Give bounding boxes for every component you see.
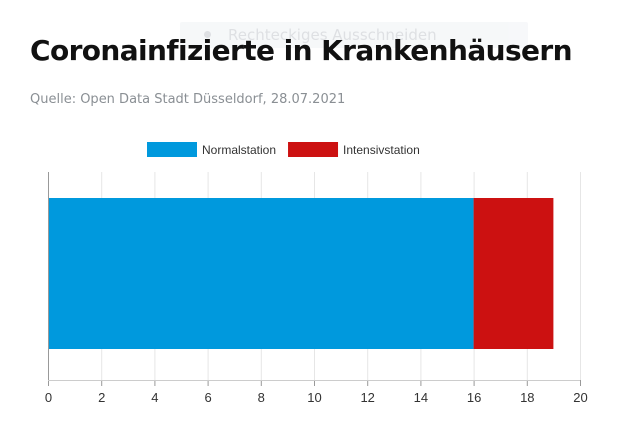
tick-label-4: 4 (151, 390, 158, 405)
tick-label-6: 6 (204, 390, 211, 405)
chart-x-axis: 0 2 4 6 8 10 12 14 16 18 20 (45, 172, 588, 405)
chart-bars (48, 198, 554, 349)
tick-label-0: 0 (45, 390, 52, 405)
tick-label-8: 8 (258, 390, 265, 405)
tick-label-16: 16 (467, 390, 481, 405)
bar-normalstation (48, 198, 474, 349)
background-toolbar-ghost: Rechteckiges Ausschneiden (180, 22, 528, 48)
bar-intensivstation (473, 198, 554, 349)
toolbar-ghost-icon (204, 31, 211, 38)
tick-label-12: 12 (360, 390, 374, 405)
chart-title: Coronainfizierte in Krankenhäusern (30, 34, 573, 67)
chart-legend: Normalstation Intensivstation (147, 142, 420, 157)
tick-label-10: 10 (307, 390, 321, 405)
stacked-bar-chart: Normalstation Intensivstation 0 2 4 6 8 10 12 14… (45, 142, 588, 405)
tick-label-14: 14 (414, 390, 428, 405)
tick-label-20: 20 (573, 390, 587, 405)
legend-swatch-normalstation (147, 142, 197, 157)
tick-label-18: 18 (520, 390, 534, 405)
chart-source: Quelle: Open Data Stadt Düsseldorf, 28.0… (30, 92, 346, 107)
legend-swatch-intensivstation (288, 142, 339, 157)
tick-label-2: 2 (98, 390, 105, 405)
legend-label-intensivstation: Intensivstation (343, 143, 420, 157)
toolbar-ghost-label: Rechteckiges Ausschneiden (228, 26, 437, 44)
legend-label-normalstation: Normalstation (202, 143, 276, 157)
